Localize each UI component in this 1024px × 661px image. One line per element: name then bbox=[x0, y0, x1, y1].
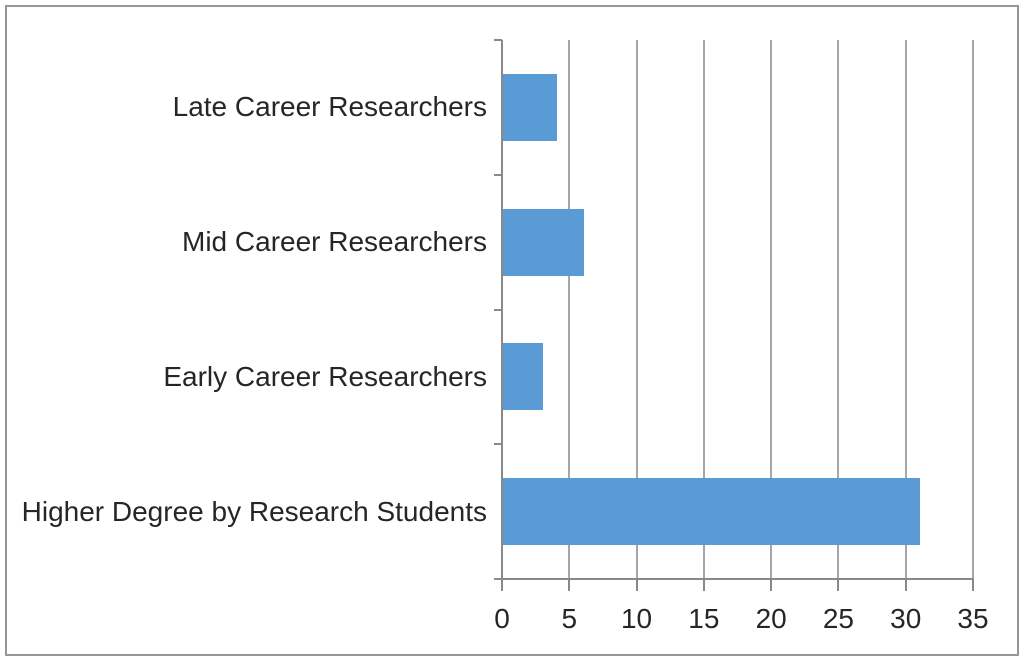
category-label: Mid Career Researchers bbox=[182, 226, 487, 258]
gridline bbox=[568, 40, 571, 579]
category-label: Late Career Researchers bbox=[172, 91, 487, 123]
x-tick-label: 5 bbox=[561, 603, 578, 634]
x-axis-tick bbox=[702, 579, 705, 591]
x-axis-tick bbox=[972, 579, 974, 591]
x-axis-tick bbox=[837, 579, 840, 591]
gridline bbox=[635, 40, 638, 579]
x-axis-tick bbox=[635, 579, 638, 591]
x-axis-tick bbox=[501, 579, 503, 591]
category-label: Higher Degree by Research Students bbox=[21, 495, 487, 527]
x-tick-label: 0 bbox=[494, 603, 510, 634]
bar-chart: 0 5 10 15 20 25 30 35 Late Career Researchers Mid… bbox=[7, 7, 1017, 654]
bar bbox=[503, 73, 557, 141]
x-axis-tick bbox=[904, 579, 907, 591]
category-label: Early Career Researchers bbox=[163, 360, 487, 392]
gridline bbox=[702, 40, 705, 579]
gridline bbox=[972, 40, 974, 579]
x-tick-label: 15 bbox=[688, 603, 720, 634]
y-axis-tick bbox=[494, 39, 502, 41]
y-axis-tick bbox=[494, 308, 502, 311]
x-tick-label: 10 bbox=[620, 603, 653, 634]
x-tick-label: 20 bbox=[755, 603, 787, 634]
bar bbox=[503, 208, 584, 276]
x-tick-label: 25 bbox=[822, 603, 854, 634]
bar bbox=[503, 343, 543, 411]
y-axis-tick bbox=[494, 173, 502, 176]
gridline bbox=[770, 40, 773, 579]
x-axis-line bbox=[501, 578, 974, 580]
x-tick-label: 30 bbox=[890, 603, 922, 634]
y-axis-tick bbox=[494, 443, 502, 446]
x-axis-tick bbox=[770, 579, 773, 591]
y-axis-tick bbox=[494, 578, 502, 580]
x-axis-tick bbox=[568, 579, 571, 591]
chart-frame: 0 5 10 15 20 25 30 35 Late Career Researchers Mid… bbox=[5, 5, 1019, 656]
x-tick-label: 35 bbox=[957, 603, 989, 634]
bar bbox=[503, 478, 920, 546]
gridline bbox=[837, 40, 840, 579]
y-axis-line bbox=[501, 40, 503, 579]
gridline bbox=[904, 40, 907, 579]
